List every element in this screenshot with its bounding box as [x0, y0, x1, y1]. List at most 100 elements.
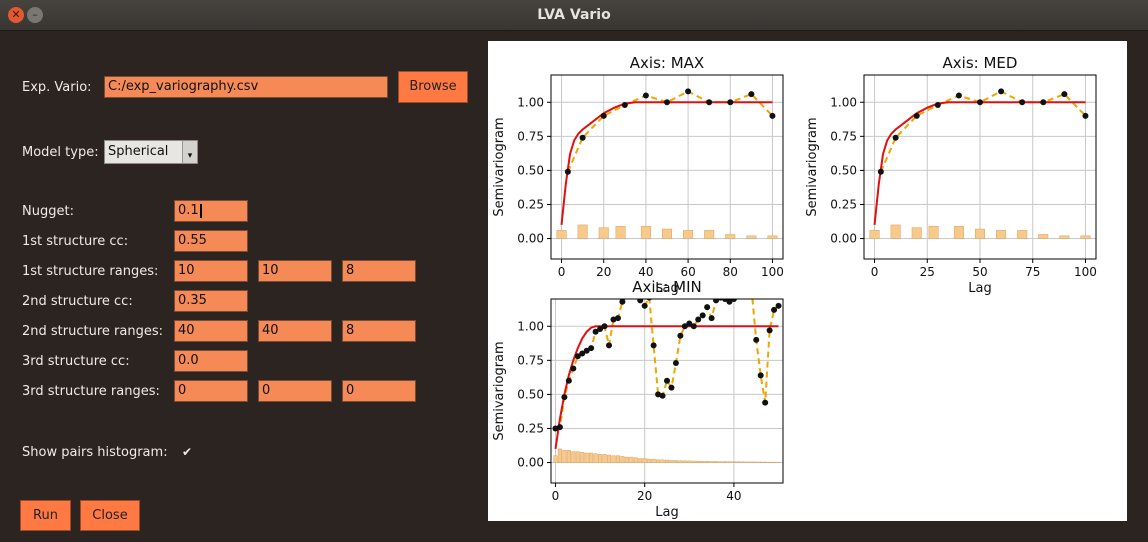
data-point: [615, 315, 621, 321]
nugget-field[interactable]: 0.1: [174, 200, 248, 222]
histogram-bar: [603, 454, 607, 462]
browse-button[interactable]: Browse: [398, 71, 468, 103]
x-tick-label: 25: [920, 265, 935, 279]
histogram-bar: [750, 462, 754, 463]
x-tick-label: 0: [871, 265, 879, 279]
histogram-bar: [572, 452, 576, 463]
data-point: [601, 113, 607, 119]
histogram-bar: [679, 461, 683, 463]
data-point: [878, 169, 884, 175]
histogram-bar: [759, 462, 763, 463]
histogram-bar: [634, 458, 638, 463]
y-tick-label: 0.25: [517, 421, 544, 435]
histogram-bar: [723, 462, 727, 463]
histogram-bar: [647, 459, 651, 462]
chart-title: Axis: MAX: [630, 54, 704, 72]
plot-canvas: 0 20 40 60 80 100 0.00 0.25 0.50 0.75 1.00 Axis: MA…: [488, 41, 1127, 521]
data-point: [643, 92, 649, 98]
histogram-bar: [661, 460, 665, 463]
data-point: [557, 424, 563, 430]
y-tick-label: 0.75: [517, 129, 544, 143]
data-point: [673, 360, 679, 366]
model-type-value: Spherical: [108, 144, 168, 159]
variogram-figure: 0 20 40 60 80 100 0.00 0.25 0.50 0.75 1.00 Axis: MA…: [488, 41, 1127, 521]
x-tick-label: 20: [596, 265, 611, 279]
x-tick-label: 40: [638, 265, 653, 279]
y-tick-label: 0.25: [830, 197, 857, 211]
histogram-bar: [768, 236, 777, 239]
window-title: LVA Vario: [0, 7, 1148, 23]
histogram-bar: [1017, 230, 1026, 238]
data-point: [664, 99, 670, 105]
histogram-bar: [621, 456, 625, 462]
s3-cc-field[interactable]: 0.0: [174, 350, 248, 372]
histogram-bar: [954, 226, 963, 238]
checkmark-icon: ✔: [182, 445, 192, 459]
data-point: [691, 323, 697, 329]
histogram-bar: [891, 225, 900, 239]
data-point: [748, 91, 754, 97]
histogram-bar: [567, 450, 571, 462]
histogram-bar: [612, 456, 616, 463]
s3-range-max-field[interactable]: 0: [174, 380, 248, 402]
histogram-bar: [589, 453, 593, 463]
data-point: [735, 293, 741, 299]
y-tick-label: 0.50: [517, 387, 544, 401]
histogram-bar: [696, 461, 700, 462]
chart-title: Axis: MED: [943, 54, 1018, 72]
histogram-bar: [576, 452, 580, 463]
data-point: [977, 99, 983, 105]
histogram-bar: [747, 236, 756, 239]
data-point: [749, 289, 755, 295]
histogram-bar: [599, 228, 608, 239]
data-point: [602, 323, 608, 329]
s2-cc-field[interactable]: 0.35: [174, 290, 248, 312]
histogram-bar: [580, 452, 584, 462]
exp-vario-field[interactable]: C:/exp_variography.csv: [104, 76, 388, 98]
x-tick-label: 40: [726, 489, 741, 503]
s2-ranges-label: 2nd structure ranges:: [22, 324, 163, 339]
s2-range-min-field[interactable]: 8: [342, 320, 416, 342]
show-hist-checkbox[interactable]: ✔: [182, 446, 194, 458]
histogram-bar: [674, 461, 678, 463]
data-point: [660, 393, 666, 399]
histogram-bar: [683, 461, 687, 463]
histogram-bar: [625, 457, 629, 462]
data-point: [566, 378, 572, 384]
close-button[interactable]: Close: [80, 500, 140, 531]
s3-range-min-field[interactable]: 0: [342, 380, 416, 402]
y-tick-label: 0.50: [517, 163, 544, 177]
model-line: [562, 102, 773, 225]
data-point: [1082, 113, 1088, 119]
x-tick-label: 80: [723, 265, 738, 279]
s1-cc-field[interactable]: 0.55: [174, 230, 248, 252]
s1-range-min-field[interactable]: 8: [342, 260, 416, 282]
experimental-line: [881, 91, 1086, 171]
run-button[interactable]: Run: [20, 500, 71, 531]
histogram-bar: [557, 230, 566, 238]
histogram-bar: [607, 455, 611, 462]
histogram-bar: [710, 461, 714, 462]
y-tick-label: 1.00: [517, 319, 544, 333]
histogram-bar: [704, 230, 713, 238]
x-tick-label: 50: [972, 265, 987, 279]
data-point: [776, 303, 782, 309]
s2-range-med-field[interactable]: 40: [258, 320, 332, 342]
x-tick-label: 75: [1025, 265, 1040, 279]
histogram-bar: [670, 460, 674, 462]
y-tick-label: 0.00: [517, 232, 544, 246]
histogram-bar: [656, 460, 660, 463]
data-point: [624, 293, 630, 299]
data-point: [668, 385, 674, 391]
model-type-select[interactable]: Spherical ▾: [104, 140, 198, 164]
data-point: [740, 291, 746, 297]
data-point: [677, 333, 683, 339]
histogram-bar: [598, 454, 602, 462]
plot-content: [552, 288, 781, 449]
s3-range-med-field[interactable]: 0: [258, 380, 332, 402]
x-tick-label: 60: [680, 265, 695, 279]
s1-range-max-field[interactable]: 10: [174, 260, 248, 282]
s2-range-max-field[interactable]: 40: [174, 320, 248, 342]
experimental-line: [556, 291, 779, 429]
s1-range-med-field[interactable]: 10: [258, 260, 332, 282]
